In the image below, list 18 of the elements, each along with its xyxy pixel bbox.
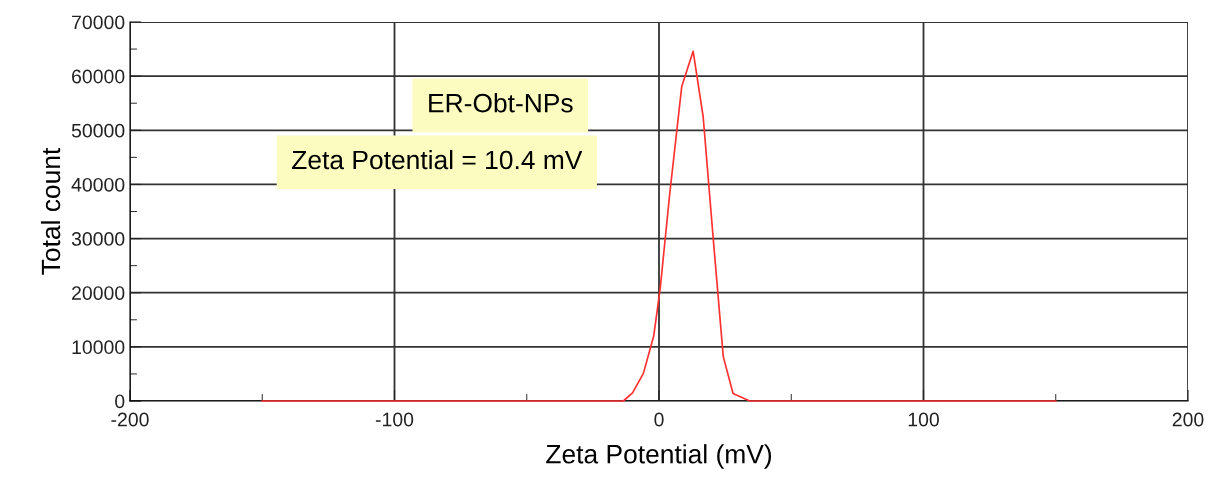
x-tick-label: -100 [375, 412, 414, 427]
annotation: ER-Obt-NPs [429, 93, 573, 113]
y-axis-title: Total count [40, 147, 61, 275]
y-tick-label: 30000 [71, 232, 125, 246]
annotation: Zeta Potential = 10.4 mV [292, 149, 583, 170]
x-tick-label: 0 [654, 412, 664, 427]
x-tick-label: 100 [908, 412, 939, 427]
line-series [261, 50, 1057, 402]
y-tick-label: 0 [115, 394, 125, 409]
y-tick-label: 50000 [71, 123, 125, 138]
y-tick-label: 10000 [72, 340, 125, 355]
y-tick-label: 20000 [72, 286, 125, 300]
x-tick-label: 200 [1172, 412, 1204, 427]
x-axis-title: Zeta Potential (mV) [546, 444, 772, 469]
x-tick-label: -200 [111, 412, 149, 427]
y-tick-label: 60000 [72, 69, 125, 84]
y-tick-label: 70000 [72, 15, 125, 30]
y-tick-label: 40000 [71, 177, 125, 192]
